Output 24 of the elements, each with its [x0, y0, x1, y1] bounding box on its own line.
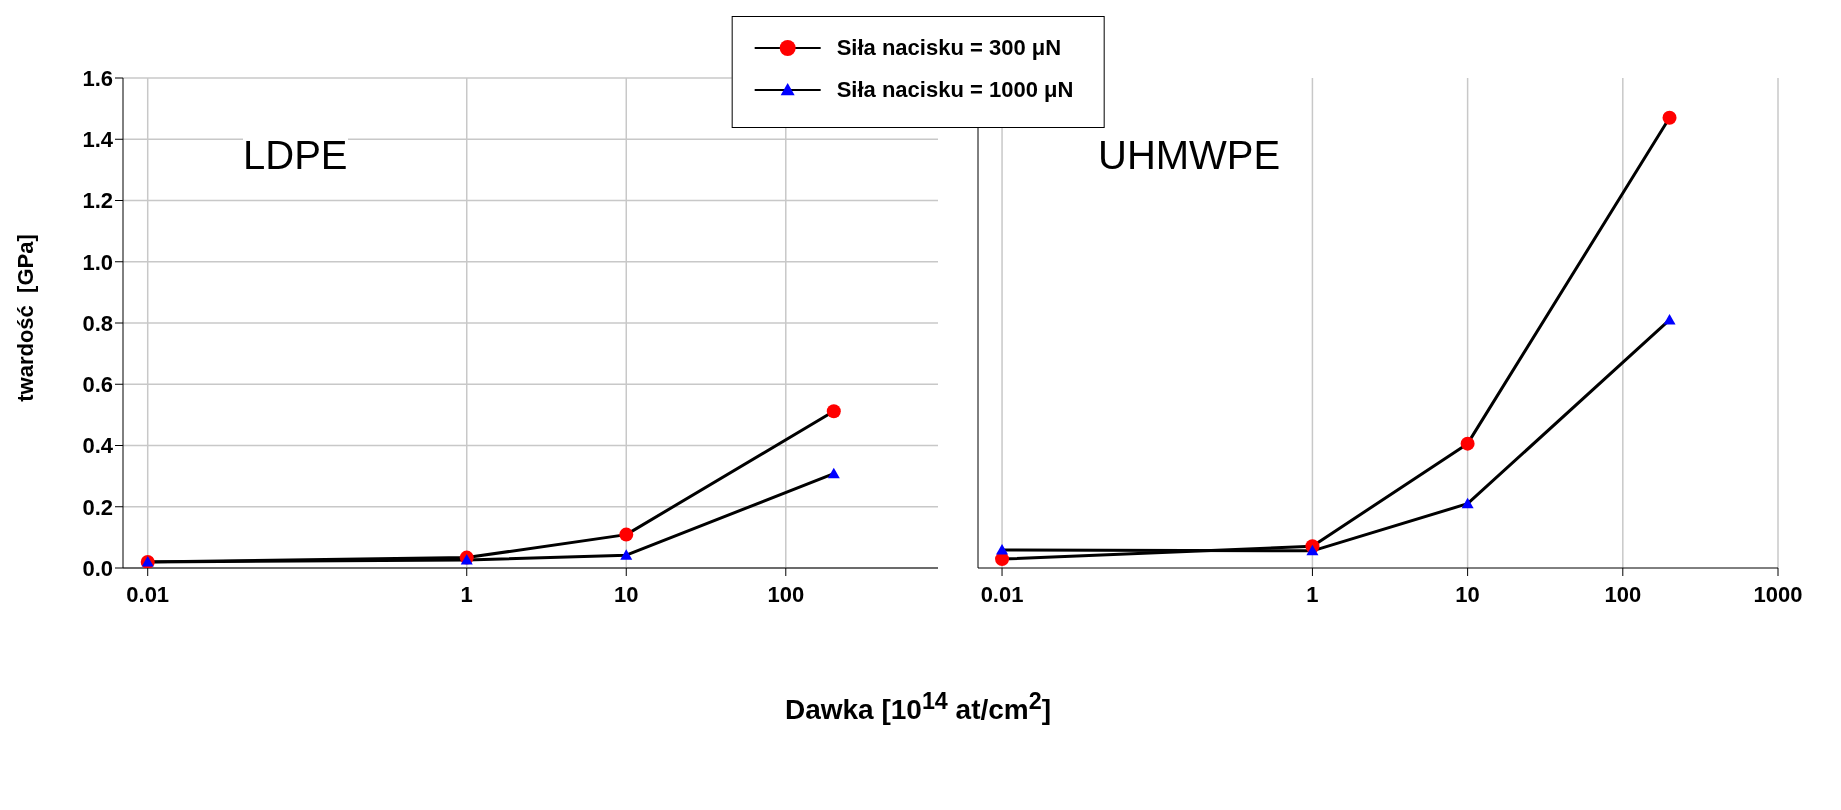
- y-tick-label: 0.6: [82, 372, 113, 398]
- y-tick-label: 1.2: [82, 188, 113, 214]
- x-tick-label: 1: [1306, 581, 1319, 607]
- x-tick-label: 1: [460, 581, 473, 607]
- legend-label: Siła nacisku = 1000 μN: [836, 77, 1074, 103]
- annotation: LDPE: [243, 133, 348, 178]
- x-tick-label: 10: [614, 581, 639, 607]
- annotation: UHMWPE: [1098, 133, 1281, 178]
- x-tick-label: 100: [767, 581, 805, 607]
- legend-label: Siła nacisku = 300 μN: [836, 35, 1062, 61]
- y-tick-label: 1.4: [82, 127, 114, 153]
- y-tick-label: 1.6: [82, 65, 113, 91]
- y-tick-label: 0.2: [82, 494, 113, 520]
- x-tick-label: 1000: [1753, 581, 1803, 607]
- x-axis-title: Dawka [10$^{14}$ at/cm$^{2}$]: [783, 688, 1053, 727]
- y-tick-label: 0.0: [82, 555, 113, 581]
- x-tick-label: 0.01: [980, 581, 1024, 607]
- y-tick-label: 0.4: [82, 433, 114, 459]
- y-axis-title: twardość [GPa]: [13, 234, 39, 402]
- x-tick-label: 0.01: [126, 581, 170, 607]
- y-tick-label: 1.0: [82, 249, 113, 275]
- y-tick-label: 0.8: [82, 310, 113, 336]
- x-tick-label: 100: [1604, 581, 1642, 607]
- x-tick-label: 10: [1455, 581, 1480, 607]
